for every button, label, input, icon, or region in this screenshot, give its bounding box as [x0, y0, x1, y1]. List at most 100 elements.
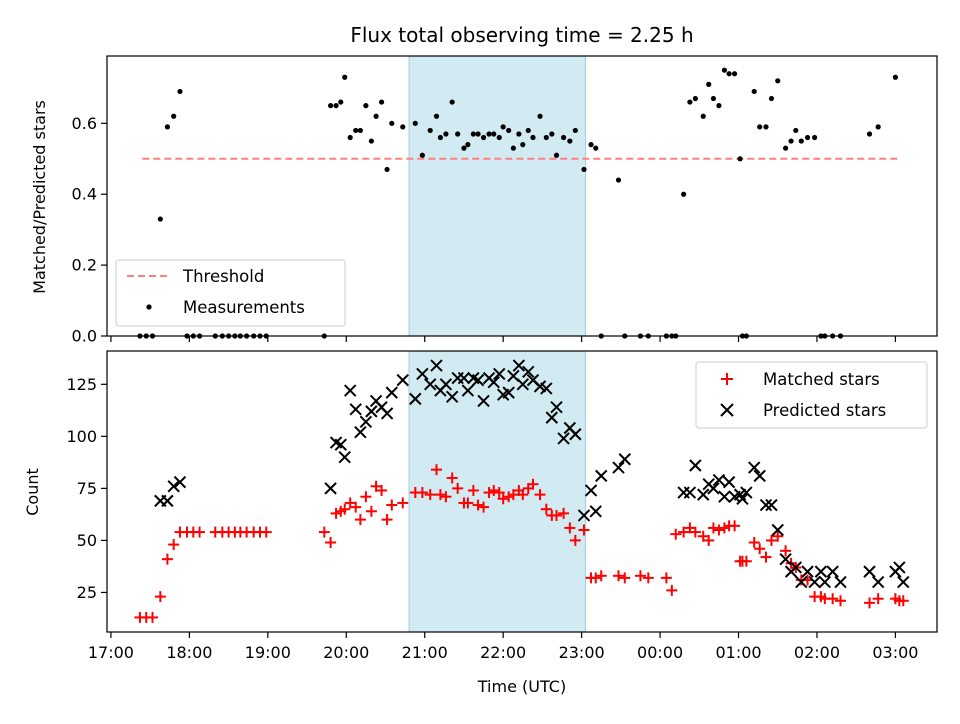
matched-point [325, 536, 337, 548]
predicted-point [409, 392, 422, 406]
predicted-point [569, 428, 582, 441]
measurement-point [373, 113, 379, 119]
matched-point [350, 501, 362, 513]
predicted-point [818, 575, 832, 589]
matched-point [713, 524, 725, 536]
measurement-point [427, 127, 433, 134]
matched-point [534, 489, 546, 501]
predicted-point [871, 575, 885, 589]
x-tick-label: 20:00 [323, 643, 369, 662]
measurement-point [731, 71, 738, 77]
predicted-point [808, 575, 821, 589]
matched-point [467, 484, 479, 496]
measurement-point [581, 166, 587, 173]
matched-point [590, 572, 602, 584]
predicted-point [595, 469, 608, 483]
measurement-point [461, 145, 467, 151]
count-legend: Matched stars Predicted stars [695, 361, 928, 429]
predicted-point [759, 498, 773, 512]
matched-point [503, 491, 515, 503]
x-tick-label: 22:00 [480, 643, 526, 662]
legend-matched-swatch [721, 373, 733, 385]
measurement-point [496, 134, 502, 141]
matched-point [154, 591, 166, 603]
measurement-point [757, 124, 763, 130]
measurement-point [788, 138, 794, 144]
predicted-point [557, 432, 570, 445]
predicted-point [826, 565, 839, 578]
matched-point [569, 534, 581, 546]
matched-point [634, 570, 646, 582]
predicted-point [740, 486, 753, 499]
x-tick-label: 02:00 [794, 643, 840, 662]
measurement-point [537, 113, 543, 119]
measurement-point [443, 131, 449, 137]
matched-point [260, 526, 272, 538]
measurement-point [866, 131, 873, 137]
matched-point [707, 522, 719, 534]
matched-point [360, 491, 372, 503]
matched-point [558, 507, 570, 519]
measurement-point [449, 99, 455, 105]
matched-point [703, 534, 715, 546]
measurement-point [327, 103, 334, 109]
matched-point [595, 570, 607, 582]
matched-point [517, 489, 529, 501]
predicted-point [893, 561, 906, 574]
measurement-point [389, 120, 395, 126]
predicted-point [748, 461, 761, 474]
measurement-point [157, 216, 163, 222]
measurement-point [455, 131, 461, 137]
matched-point [147, 611, 159, 623]
matched-point [483, 487, 495, 499]
matched-point [365, 505, 377, 517]
predicted-point [814, 565, 828, 578]
matched-point [760, 551, 772, 563]
measurement-point [412, 120, 418, 126]
matched-point [194, 526, 206, 538]
measurement-point [470, 131, 476, 137]
ratio-y-axis-label: Matched/Predicted stars [30, 100, 49, 294]
measurement-point [164, 124, 171, 130]
legend-predicted-label: Predicted stars [763, 401, 886, 420]
measurement-point [775, 78, 781, 84]
predicted-point [834, 575, 847, 589]
x-tick-label: 01:00 [715, 643, 761, 662]
matched-point [318, 526, 330, 538]
measurement-point [681, 191, 687, 197]
x-axis-label: Time (UTC) [477, 677, 566, 696]
predicted-point [349, 403, 362, 416]
matched-point [330, 507, 342, 519]
measurement-point [726, 71, 732, 77]
measurement-point [516, 131, 522, 137]
predicted-point [577, 509, 591, 522]
legend-measurements-label: Measurements [183, 298, 305, 317]
measurement-point [716, 103, 722, 109]
observing-window-shade [408, 350, 587, 633]
count-panel: 25 50 75 100 125 17:00 18:00 19:00 20:00 21:00 22:… [66, 350, 938, 662]
measurement-point [593, 145, 599, 151]
measurement-point [384, 166, 390, 173]
predicted-point [718, 490, 731, 503]
measurement-point [480, 134, 487, 141]
matched-point [493, 487, 505, 499]
predicted-point [416, 367, 429, 381]
predicted-point [334, 438, 347, 451]
predicted-point [493, 367, 506, 381]
measurement-point [588, 142, 594, 148]
y-tick-label: 100 [66, 427, 97, 446]
measurement-point [793, 127, 799, 134]
predicted-point [584, 484, 598, 497]
matched-point [424, 489, 436, 501]
matched-point [897, 595, 909, 607]
predicted-point [516, 378, 529, 391]
matched-point [754, 543, 766, 555]
matched-point [551, 509, 563, 521]
predicted-point [354, 425, 367, 439]
measurement-point [721, 67, 728, 73]
measurement-point [368, 138, 374, 144]
measurement-point [363, 103, 369, 109]
predicted-point [502, 386, 515, 399]
measurement-point [692, 95, 698, 102]
